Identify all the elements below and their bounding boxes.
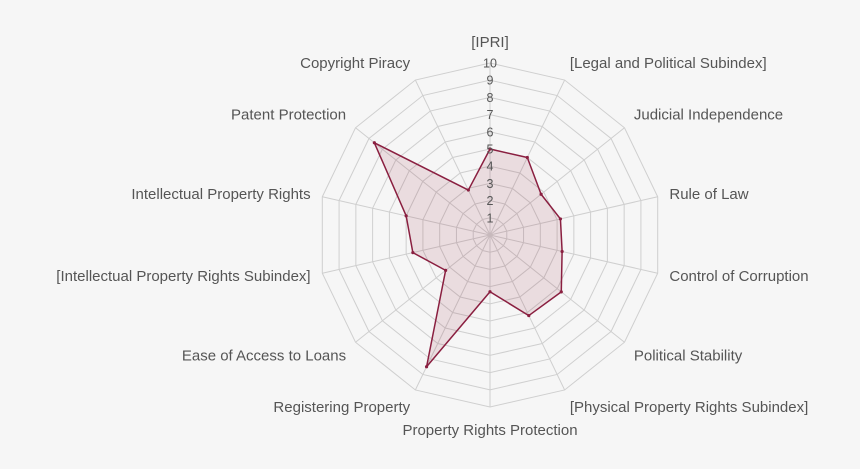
axis-label-1: [Legal and Political Subindex]: [570, 55, 767, 72]
axis-label-0: [IPRI]: [471, 34, 509, 51]
tick-label-3: 3: [487, 177, 494, 191]
data-point-13: [466, 188, 470, 192]
data-point-4: [560, 249, 564, 254]
tick-label-9: 9: [487, 74, 494, 88]
data-point-2: [539, 192, 543, 196]
data-point-0: [488, 147, 492, 151]
axis-label-9: Ease of Access to Loans: [182, 348, 346, 365]
axis-label-10: [Intellectual Property Rights Subindex]: [56, 268, 310, 285]
data-point-5: [559, 290, 563, 294]
spoke-9: [355, 234, 491, 343]
tick-label-5: 5: [487, 143, 494, 157]
data-point-1: [525, 155, 529, 160]
spoke-5: [489, 234, 625, 343]
spoke-10: [322, 234, 491, 274]
spoke-2: [489, 127, 625, 236]
axis-label-13: Copyright Piracy: [300, 55, 411, 72]
data-point-11: [404, 214, 408, 218]
data-point-10: [411, 251, 415, 255]
tick-label-2: 2: [487, 194, 494, 208]
spoke-13: [414, 79, 491, 236]
tick-label-1: 1: [487, 211, 494, 225]
axis-label-5: Political Stability: [634, 348, 743, 365]
tick-label-7: 7: [487, 108, 494, 122]
spoke-3: [489, 196, 658, 236]
spoke-6: [489, 234, 566, 391]
data-point-8: [424, 365, 429, 369]
axis-label-6: [Physical Property Rights Subindex]: [570, 399, 808, 416]
data-point-12: [372, 141, 376, 145]
axis-label-7: Property Rights Protection: [402, 422, 577, 439]
tick-label-8: 8: [487, 91, 494, 105]
axis-label-12: Patent Protection: [231, 106, 346, 123]
spoke-12: [355, 127, 491, 236]
axis-label-11: Intellectual Property Rights: [131, 186, 310, 203]
tick-label-10: 10: [483, 57, 497, 71]
axis-label-4: Control of Corruption: [669, 268, 808, 285]
data-point-9: [444, 268, 448, 272]
data-point-3: [558, 217, 563, 221]
axis-label-2: Judicial Independence: [634, 106, 783, 123]
tick-label-6: 6: [487, 125, 494, 139]
axis-label-3: Rule of Law: [669, 186, 748, 203]
data-point-6: [527, 313, 531, 318]
tick-label-4: 4: [487, 160, 494, 174]
data-point-7: [488, 290, 492, 294]
axis-label-8: Registering Property: [273, 399, 410, 416]
spoke-4: [489, 234, 658, 274]
